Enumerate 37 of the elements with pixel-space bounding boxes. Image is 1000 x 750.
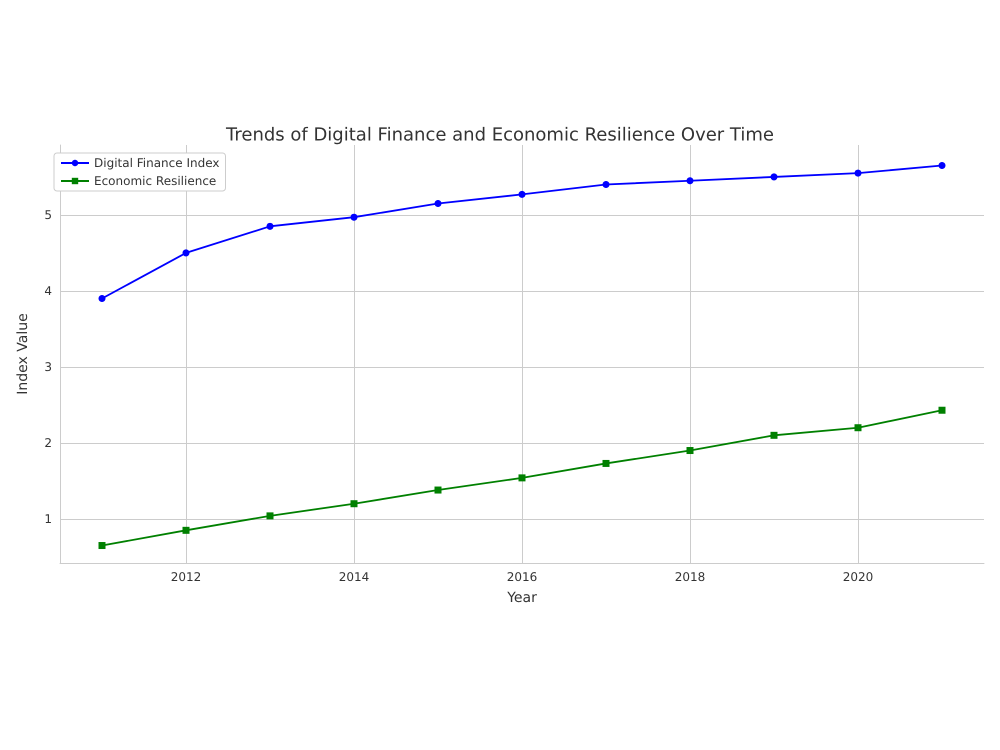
point	[938, 406, 946, 414]
point	[350, 500, 358, 508]
x-tick-label: 2018	[674, 570, 706, 584]
y-tick-label: 2	[44, 436, 52, 450]
point	[182, 526, 190, 534]
y-tick-label: 1	[44, 512, 52, 526]
point	[938, 162, 946, 170]
point	[770, 173, 778, 180]
y-axis-title: Index Value	[15, 313, 31, 395]
y-tick-label: 5	[44, 208, 52, 222]
x-tick-label: 2016	[506, 570, 538, 584]
point	[266, 512, 274, 520]
legend-label: Digital Finance Index	[94, 156, 220, 170]
point	[854, 424, 862, 432]
point	[266, 222, 274, 230]
point	[182, 249, 190, 256]
x-tick-label: 2014	[338, 570, 370, 584]
point	[518, 474, 526, 482]
x-tick-label: 2020	[842, 570, 874, 584]
point	[434, 200, 442, 208]
point	[686, 177, 694, 184]
point	[350, 214, 358, 221]
y-tick-label: 4	[44, 284, 52, 298]
point	[854, 170, 862, 177]
point	[602, 460, 610, 467]
point	[518, 190, 526, 198]
point	[770, 432, 778, 439]
point	[686, 447, 694, 454]
point	[98, 542, 106, 550]
point	[98, 295, 106, 302]
x-tick-label: 2012	[170, 570, 202, 584]
y-tick-label: 3	[44, 360, 52, 374]
point	[602, 181, 610, 188]
point	[434, 486, 442, 494]
legend-label: Economic Resilience	[94, 174, 216, 188]
chart-title: Trends of Digital Finance and Economic Resilience Over Time	[225, 124, 774, 146]
x-axis-title: Year	[506, 590, 538, 606]
